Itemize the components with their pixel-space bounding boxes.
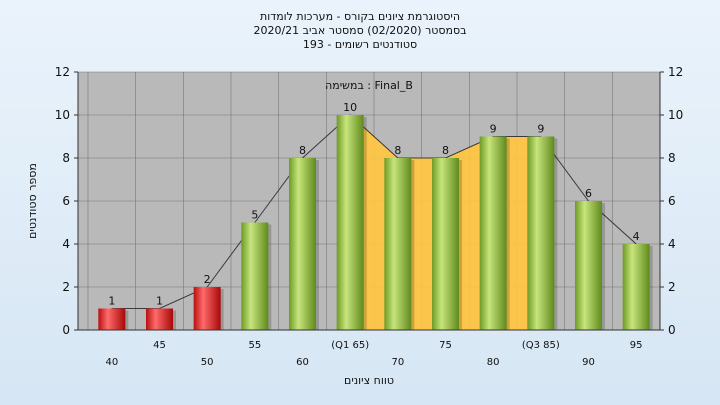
y-tick-label-left: 4	[62, 237, 70, 251]
x-tick-label: 50	[201, 357, 214, 368]
bar-value-label: 8	[442, 144, 449, 157]
task-annotation: במשימה : Final_B	[325, 79, 413, 92]
y-tick-label-right: 2	[668, 280, 676, 294]
y-tick-label-left: 6	[62, 194, 70, 208]
chart-title-block: היסטוגרמת ציונים בקורס - מערכות לומדות ב…	[0, 10, 720, 52]
histogram-bar	[479, 136, 507, 330]
x-tick-label: (Q3 85)	[522, 340, 560, 351]
histogram-bar	[336, 115, 364, 330]
bar-value-label: 5	[251, 209, 258, 222]
bar-value-label: 8	[299, 144, 306, 157]
histogram-bar	[193, 287, 221, 330]
y-tick-label-left: 12	[55, 65, 70, 79]
bar-value-label: 10	[343, 101, 357, 114]
histogram-bar	[527, 136, 555, 330]
bar-value-label: 6	[585, 187, 592, 200]
x-tick-label: 90	[582, 357, 595, 368]
bar-value-label: 8	[394, 144, 401, 157]
chart-title: היסטוגרמת ציונים בקורס - מערכות לומדות	[259, 10, 461, 23]
bar-value-label: 9	[537, 123, 544, 136]
bar-value-label: 1	[156, 295, 163, 308]
y-tick-label-right: 10	[668, 108, 683, 122]
x-tick-label: 70	[391, 357, 404, 368]
x-tick-label: 40	[105, 357, 118, 368]
bar-value-label: 9	[490, 123, 497, 136]
x-tick-label: 75	[439, 340, 452, 351]
x-axis-label: טווח ציונים	[344, 374, 394, 387]
bar-value-label: 2	[204, 273, 211, 286]
y-axis-label: מספר סטודנטים	[26, 163, 39, 239]
x-tick-label: 55	[248, 340, 261, 351]
x-tick-label: 60	[296, 357, 309, 368]
y-tick-label-left: 2	[62, 280, 70, 294]
histogram-bar	[289, 158, 316, 330]
bar-value-label: 1	[108, 295, 115, 308]
y-tick-label-left: 8	[62, 151, 70, 165]
y-tick-label-right: 6	[668, 194, 676, 208]
histogram-bar	[384, 158, 412, 330]
y-tick-label-right: 4	[668, 237, 676, 251]
x-tick-label: (Q1 65)	[331, 340, 369, 351]
y-tick-label-right: 8	[668, 151, 676, 165]
bar-value-label: 4	[633, 230, 640, 243]
histogram-bar	[432, 158, 459, 330]
x-tick-label: 95	[630, 340, 643, 351]
y-tick-label-left: 0	[62, 323, 70, 337]
y-tick-label-left: 10	[55, 108, 70, 122]
chart-subtitle-semester: בסמסטר (02/2020) סמסטר אביב 2020/21	[253, 24, 467, 37]
histogram-bar	[98, 308, 126, 330]
histogram-bar	[622, 244, 650, 330]
chart-subtitle-registered: סטודנטים רשומים - 193	[302, 38, 418, 51]
histogram-bar	[575, 201, 602, 330]
y-tick-label-right: 12	[668, 65, 683, 79]
x-tick-label: 80	[487, 357, 500, 368]
histogram-bar	[146, 308, 173, 330]
y-tick-label-right: 0	[668, 323, 676, 337]
histogram-bar	[241, 222, 269, 330]
x-tick-label: 45	[153, 340, 166, 351]
